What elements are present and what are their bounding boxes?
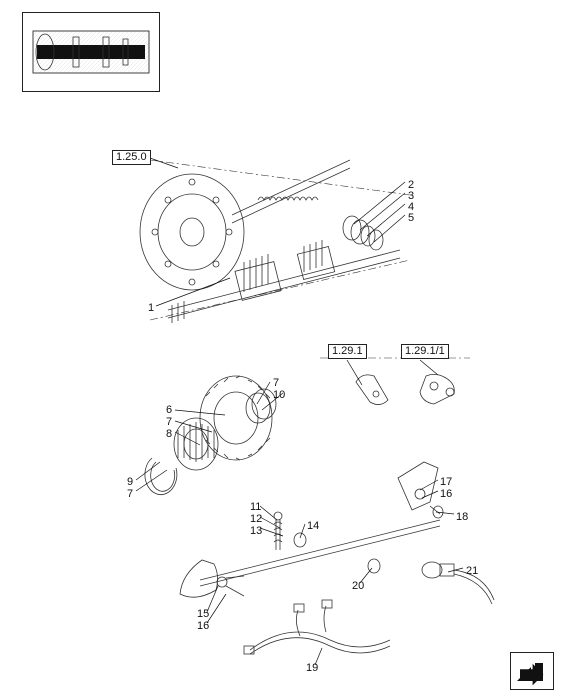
callout-c7b: 7 (273, 377, 279, 390)
callout-c17: 17 (440, 476, 452, 489)
drive-gear (200, 376, 276, 460)
shift-fork-left (180, 560, 244, 597)
callout-c5: 5 (408, 212, 414, 225)
callout-c10: 10 (273, 389, 285, 402)
linkage-1-29-1-1 (420, 374, 454, 404)
exploded-view (0, 0, 567, 700)
ref-1-29-1-1: 1.29.1/1 (401, 344, 449, 359)
input-shaft (168, 240, 400, 323)
callout-c8a: 8 (166, 428, 172, 441)
detent-spring (274, 512, 282, 550)
callout-c16a: 16 (197, 620, 209, 633)
callout-c12: 12 (250, 513, 262, 526)
wiring-harness (244, 600, 390, 654)
callout-c18: 18 (456, 511, 468, 524)
callout-c6: 6 (166, 404, 172, 417)
washer-stack (343, 216, 383, 250)
callout-c19: 19 (306, 662, 318, 675)
callout-c16b: 16 (440, 488, 452, 501)
next-page-icon[interactable] (510, 652, 554, 690)
callout-c20: 20 (352, 580, 364, 593)
linkage-1-29-1 (356, 375, 388, 405)
sensor-cable (422, 562, 494, 604)
callout-c13: 13 (250, 525, 262, 538)
ref-1-25-0: 1.25.0 (112, 150, 151, 165)
callout-c11: 11 (250, 501, 261, 514)
clutch-assembly (140, 160, 350, 290)
ref-1-29-1: 1.29.1 (328, 344, 367, 359)
callout-c1: 1 (148, 302, 154, 315)
diagram-canvas: { "meta": { "width": 567, "height": 700,… (0, 0, 567, 700)
callout-c15: 15 (197, 608, 209, 621)
snap-ring (145, 458, 177, 495)
callout-c9: 9 (127, 476, 133, 489)
callout-c7c: 7 (127, 488, 133, 501)
sync-hub (174, 418, 218, 470)
callout-c14: 14 (307, 520, 319, 533)
callout-c21: 21 (466, 565, 478, 578)
callout-c7a: 7 (166, 416, 172, 429)
